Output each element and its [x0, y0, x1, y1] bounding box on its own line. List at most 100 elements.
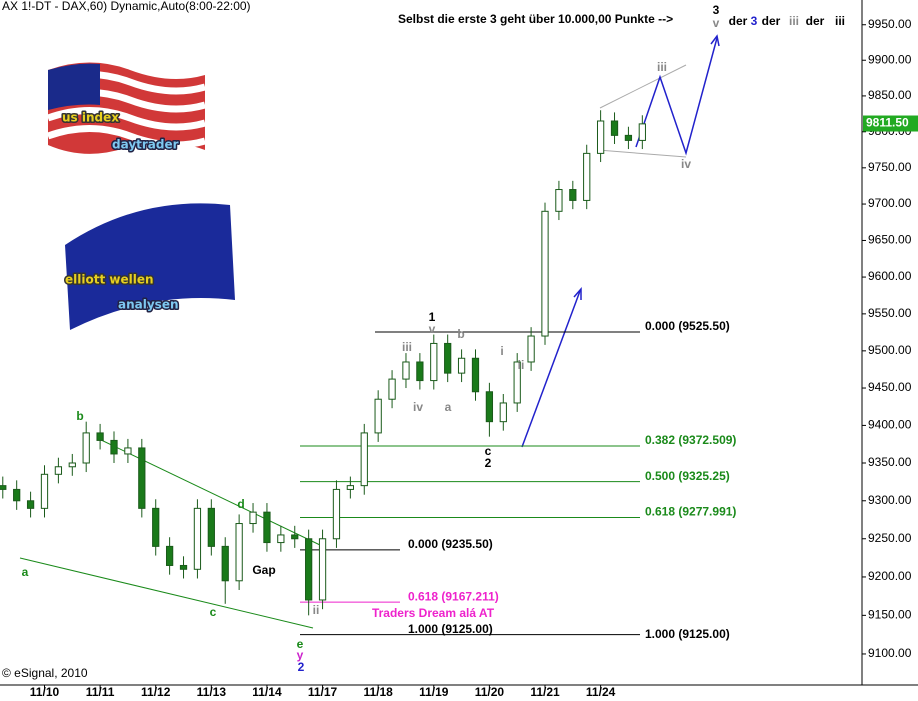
x-tick-label: 11/12 — [141, 685, 171, 699]
x-tick-label: 11/24 — [586, 685, 616, 699]
level-label: 0.000 (9525.50) — [645, 319, 730, 333]
annotation: d — [237, 497, 244, 511]
candle-body — [402, 361, 410, 380]
candle-body — [305, 538, 313, 601]
x-tick-label: 11/19 — [419, 685, 449, 699]
y-tick-label: 9650.00 — [868, 233, 912, 247]
chart-title: AX 1!-DT - DAX,60) Dynamic,Auto(8:00-22:… — [2, 0, 251, 13]
y-tick-label: 9350.00 — [868, 455, 912, 469]
candle-body — [471, 357, 480, 393]
y-tick-label: 9600.00 — [868, 269, 912, 283]
y-tick-label: 9900.00 — [868, 52, 912, 66]
candle-body — [485, 391, 494, 423]
x-tick-label: 11/14 — [252, 685, 282, 699]
candle-body — [638, 123, 646, 141]
y-tick-label: 9850.00 — [868, 88, 912, 102]
candle-body — [179, 564, 188, 570]
annotation: 2 — [298, 660, 305, 674]
candle-body — [68, 462, 76, 468]
annotation: iii — [789, 14, 799, 28]
candle-body — [221, 545, 229, 582]
level-label: 1.000 (9125.00) — [645, 627, 730, 641]
candle-body — [374, 398, 382, 434]
candle-body — [583, 152, 591, 201]
x-tick-label: 11/11 — [86, 685, 115, 699]
y-tick-label: 9100.00 — [868, 646, 912, 660]
annotation: 3 — [713, 3, 720, 17]
candle-body — [249, 511, 257, 525]
logo-elliott: elliott wellen analysen — [64, 203, 235, 330]
candle-body — [444, 342, 452, 374]
annotation: Traders Dream alá AT — [372, 606, 495, 620]
annotation: a — [22, 565, 29, 579]
annotation: iv — [681, 157, 691, 171]
annotation: c — [485, 444, 492, 458]
candle-body — [26, 500, 35, 509]
annotation: iii — [835, 14, 845, 28]
annotation: b — [76, 409, 83, 423]
y-tick-label: 9150.00 — [868, 608, 912, 622]
candle-body — [457, 357, 466, 374]
x-tick-label: 11/10 — [30, 685, 60, 699]
y-tick-label: 9450.00 — [868, 380, 912, 394]
annotation: e — [297, 637, 304, 651]
candle-body — [54, 466, 63, 475]
candle-body — [0, 485, 7, 490]
candle-body — [96, 432, 104, 441]
candle-body — [110, 439, 118, 455]
x-tick-label: 11/20 — [475, 685, 505, 699]
subtitle: Selbst die erste 3 geht über 10.000,00 P… — [398, 12, 673, 26]
annotation: 3 — [751, 14, 758, 28]
annotation: Gap — [252, 563, 275, 577]
candle-body — [416, 361, 424, 382]
level-label: 0.000 (9235.50) — [408, 537, 493, 551]
annotation: b — [457, 327, 464, 341]
candle-body — [527, 335, 535, 363]
candle-body — [513, 361, 521, 404]
annotation: i — [500, 344, 503, 358]
candle-body — [207, 507, 215, 547]
level-label: 0.618 (9277.991) — [645, 505, 736, 519]
x-tick-label: 11/17 — [308, 685, 338, 699]
y-tick-label: 9300.00 — [868, 493, 912, 507]
candle-body — [124, 447, 132, 455]
y-tick-label: 9550.00 — [868, 306, 912, 320]
annotation: c — [210, 605, 217, 619]
annotation: der — [762, 14, 781, 28]
x-tick-label: 11/13 — [197, 685, 227, 699]
candle-body — [40, 473, 49, 509]
y-tick-label: 9200.00 — [868, 569, 912, 583]
candle-body — [277, 534, 285, 544]
candle-body — [193, 507, 202, 570]
y-tick-label: 9700.00 — [868, 196, 912, 210]
candle-body — [388, 378, 396, 400]
level-label: 0.382 (9372.509) — [645, 433, 736, 447]
level-label: 1.000 (9125.00) — [408, 622, 493, 636]
candle-body — [360, 432, 368, 487]
candle-body — [13, 488, 21, 502]
annotation: ii — [518, 358, 525, 372]
logo-us: us index daytrader — [46, 62, 206, 154]
y-tick-label: 9750.00 — [868, 160, 912, 174]
candle-body — [318, 538, 327, 601]
candle-body — [624, 134, 633, 141]
candle-body — [555, 189, 563, 212]
y-tick-label: 9500.00 — [868, 343, 912, 357]
y-tick-label: 9400.00 — [868, 418, 912, 432]
annotation: v — [429, 322, 436, 336]
annotation: a — [445, 400, 452, 414]
candle-body — [569, 189, 577, 201]
candle-body — [499, 402, 507, 423]
y-tick-label: 9950.00 — [868, 17, 912, 31]
candle-body — [82, 432, 90, 464]
logo-text: analysen — [118, 298, 179, 312]
drawings — [19, 34, 720, 629]
candle-body — [235, 523, 243, 582]
logo-text: us index — [62, 111, 119, 125]
candle-body — [541, 210, 549, 337]
annotation: der — [806, 14, 825, 28]
candle-body — [596, 120, 605, 154]
x-tick-label: 11/18 — [363, 685, 393, 699]
candle-body — [263, 511, 271, 544]
credit: © eSignal, 2010 — [2, 666, 88, 680]
